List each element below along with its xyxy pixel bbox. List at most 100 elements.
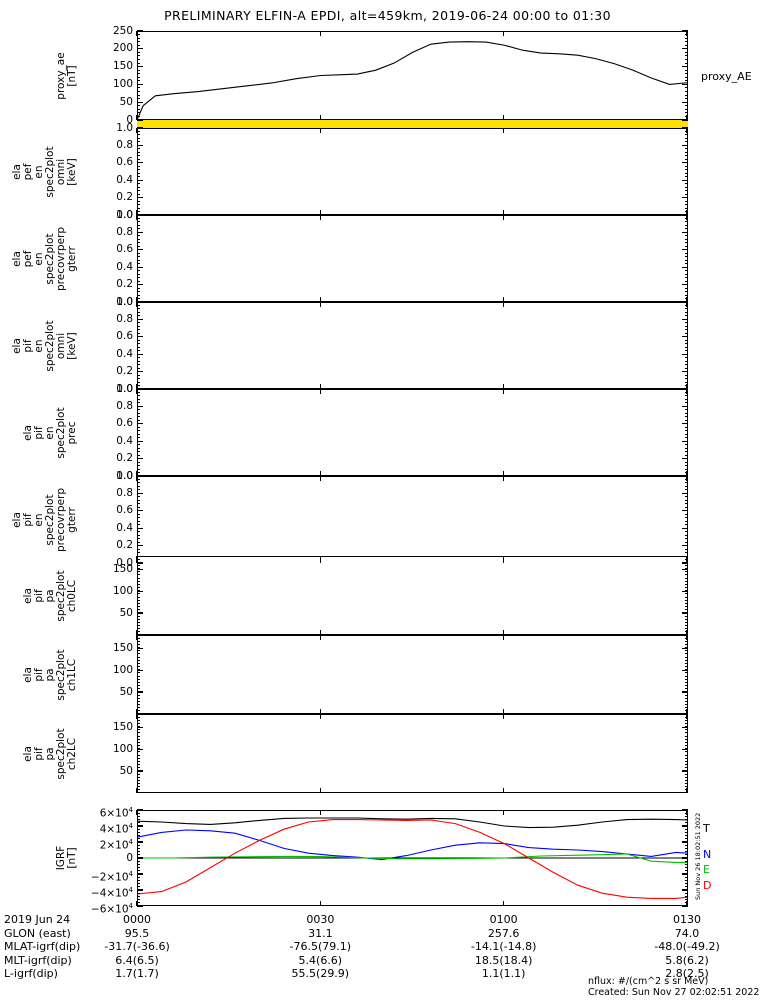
ytick-major <box>137 669 143 671</box>
ytick-minor <box>685 860 688 862</box>
ytick-minor <box>137 831 140 833</box>
ytick-minor <box>685 669 688 671</box>
ytick-label: 50 <box>119 95 133 108</box>
ytick-minor <box>137 631 140 633</box>
ytick-minor <box>685 691 688 693</box>
ytick-minor <box>137 398 140 400</box>
ytick-minor <box>137 538 140 540</box>
ytick-minor <box>137 628 140 630</box>
ytick-minor <box>685 263 688 265</box>
ytick-minor <box>685 137 688 139</box>
xtick-major <box>136 297 138 302</box>
igrf-curve-layer <box>137 817 688 899</box>
ytick-minor <box>685 517 688 519</box>
ytick-minor <box>137 612 140 614</box>
ytick-minor <box>137 62 140 64</box>
ytick-minor <box>685 430 688 432</box>
ytick-minor <box>685 863 688 865</box>
ytick-minor <box>685 707 688 709</box>
ytick-minor <box>137 58 140 60</box>
ytick-minor <box>685 444 688 446</box>
ytick-minor <box>685 870 688 872</box>
ytick-minor <box>685 599 688 601</box>
ytick-minor <box>137 857 140 859</box>
ytick-minor <box>685 350 688 352</box>
ytick-minor <box>137 510 140 512</box>
ytick-minor <box>685 719 688 721</box>
ytick-minor <box>137 284 140 286</box>
ytick-minor <box>137 602 140 604</box>
xtick-major <box>503 709 505 714</box>
ytick-minor <box>137 892 140 894</box>
ytick-minor <box>137 211 140 213</box>
xtick-major <box>319 714 321 719</box>
ytick-minor <box>685 273 688 275</box>
ytick-minor <box>137 815 140 817</box>
ytick-minor <box>137 472 140 474</box>
ytick-minor <box>137 263 140 265</box>
ytick-major <box>137 726 143 728</box>
ytick-minor <box>685 748 688 750</box>
ytick-minor <box>685 704 688 706</box>
ytick-minor <box>685 197 688 199</box>
ytick-minor <box>685 200 688 202</box>
ytick-minor <box>137 270 140 272</box>
ytick-minor <box>137 643 140 645</box>
xtick-major <box>686 384 688 389</box>
panel-axis-rule <box>137 128 139 215</box>
xtick-major <box>503 810 505 815</box>
ytick-minor <box>685 643 688 645</box>
ytick-minor <box>685 51 688 53</box>
ytick-minor <box>137 685 140 687</box>
ytick-minor <box>137 298 140 300</box>
ytick-minor <box>137 531 140 533</box>
ytick-minor <box>137 580 140 582</box>
ytick-label: 0.8 <box>116 486 133 499</box>
ytick-label: −6×104 <box>90 901 133 915</box>
xtick-major <box>319 810 321 815</box>
ytick-minor <box>137 179 140 181</box>
ytick-minor <box>137 678 140 680</box>
ytick-minor <box>685 568 688 570</box>
xtick-major <box>503 384 505 389</box>
ytick-minor <box>137 694 140 696</box>
ytick-major <box>137 83 143 85</box>
ytick-minor <box>685 741 688 743</box>
ytick-major <box>137 30 143 32</box>
ytick-minor <box>137 367 140 369</box>
ytick-minor <box>137 134 140 136</box>
ytick-minor <box>685 41 688 43</box>
ytick-minor <box>685 757 688 759</box>
ytick-minor <box>137 245 140 247</box>
ytick-minor <box>685 336 688 338</box>
ytick-minor <box>137 700 140 702</box>
ytick-minor <box>137 496 140 498</box>
series-proxy_AE <box>137 41 688 120</box>
ytick-major <box>137 691 143 693</box>
ytick-major <box>137 119 143 121</box>
ytick-label: 0.4 <box>116 434 133 447</box>
xtick-major <box>319 128 321 133</box>
ytick-major <box>137 492 143 494</box>
panel-ela-pif-pa-ch0lc <box>137 556 688 635</box>
panel-axis-rule <box>137 389 139 476</box>
ytick-minor <box>137 745 140 747</box>
ytick-minor <box>685 571 688 573</box>
ytick-minor <box>137 593 140 595</box>
xaxis-cell-mlt: 5.4(6.6) <box>298 953 343 967</box>
ytick-minor <box>685 593 688 595</box>
ytick-minor <box>137 847 140 849</box>
ytick-minor <box>137 426 140 428</box>
ytick-minor <box>137 697 140 699</box>
ytick-minor <box>685 190 688 192</box>
panel-label-line: gterr <box>66 506 78 533</box>
ytick-minor <box>137 412 140 414</box>
ytick-minor <box>137 899 140 901</box>
igrf-legend-d: D <box>703 879 712 892</box>
ytick-minor <box>685 252 688 254</box>
ytick-major <box>137 371 143 373</box>
panel-axis-rule <box>137 556 139 635</box>
ytick-minor <box>137 656 140 658</box>
ytick-minor <box>137 447 140 449</box>
ytick-minor <box>137 381 140 383</box>
